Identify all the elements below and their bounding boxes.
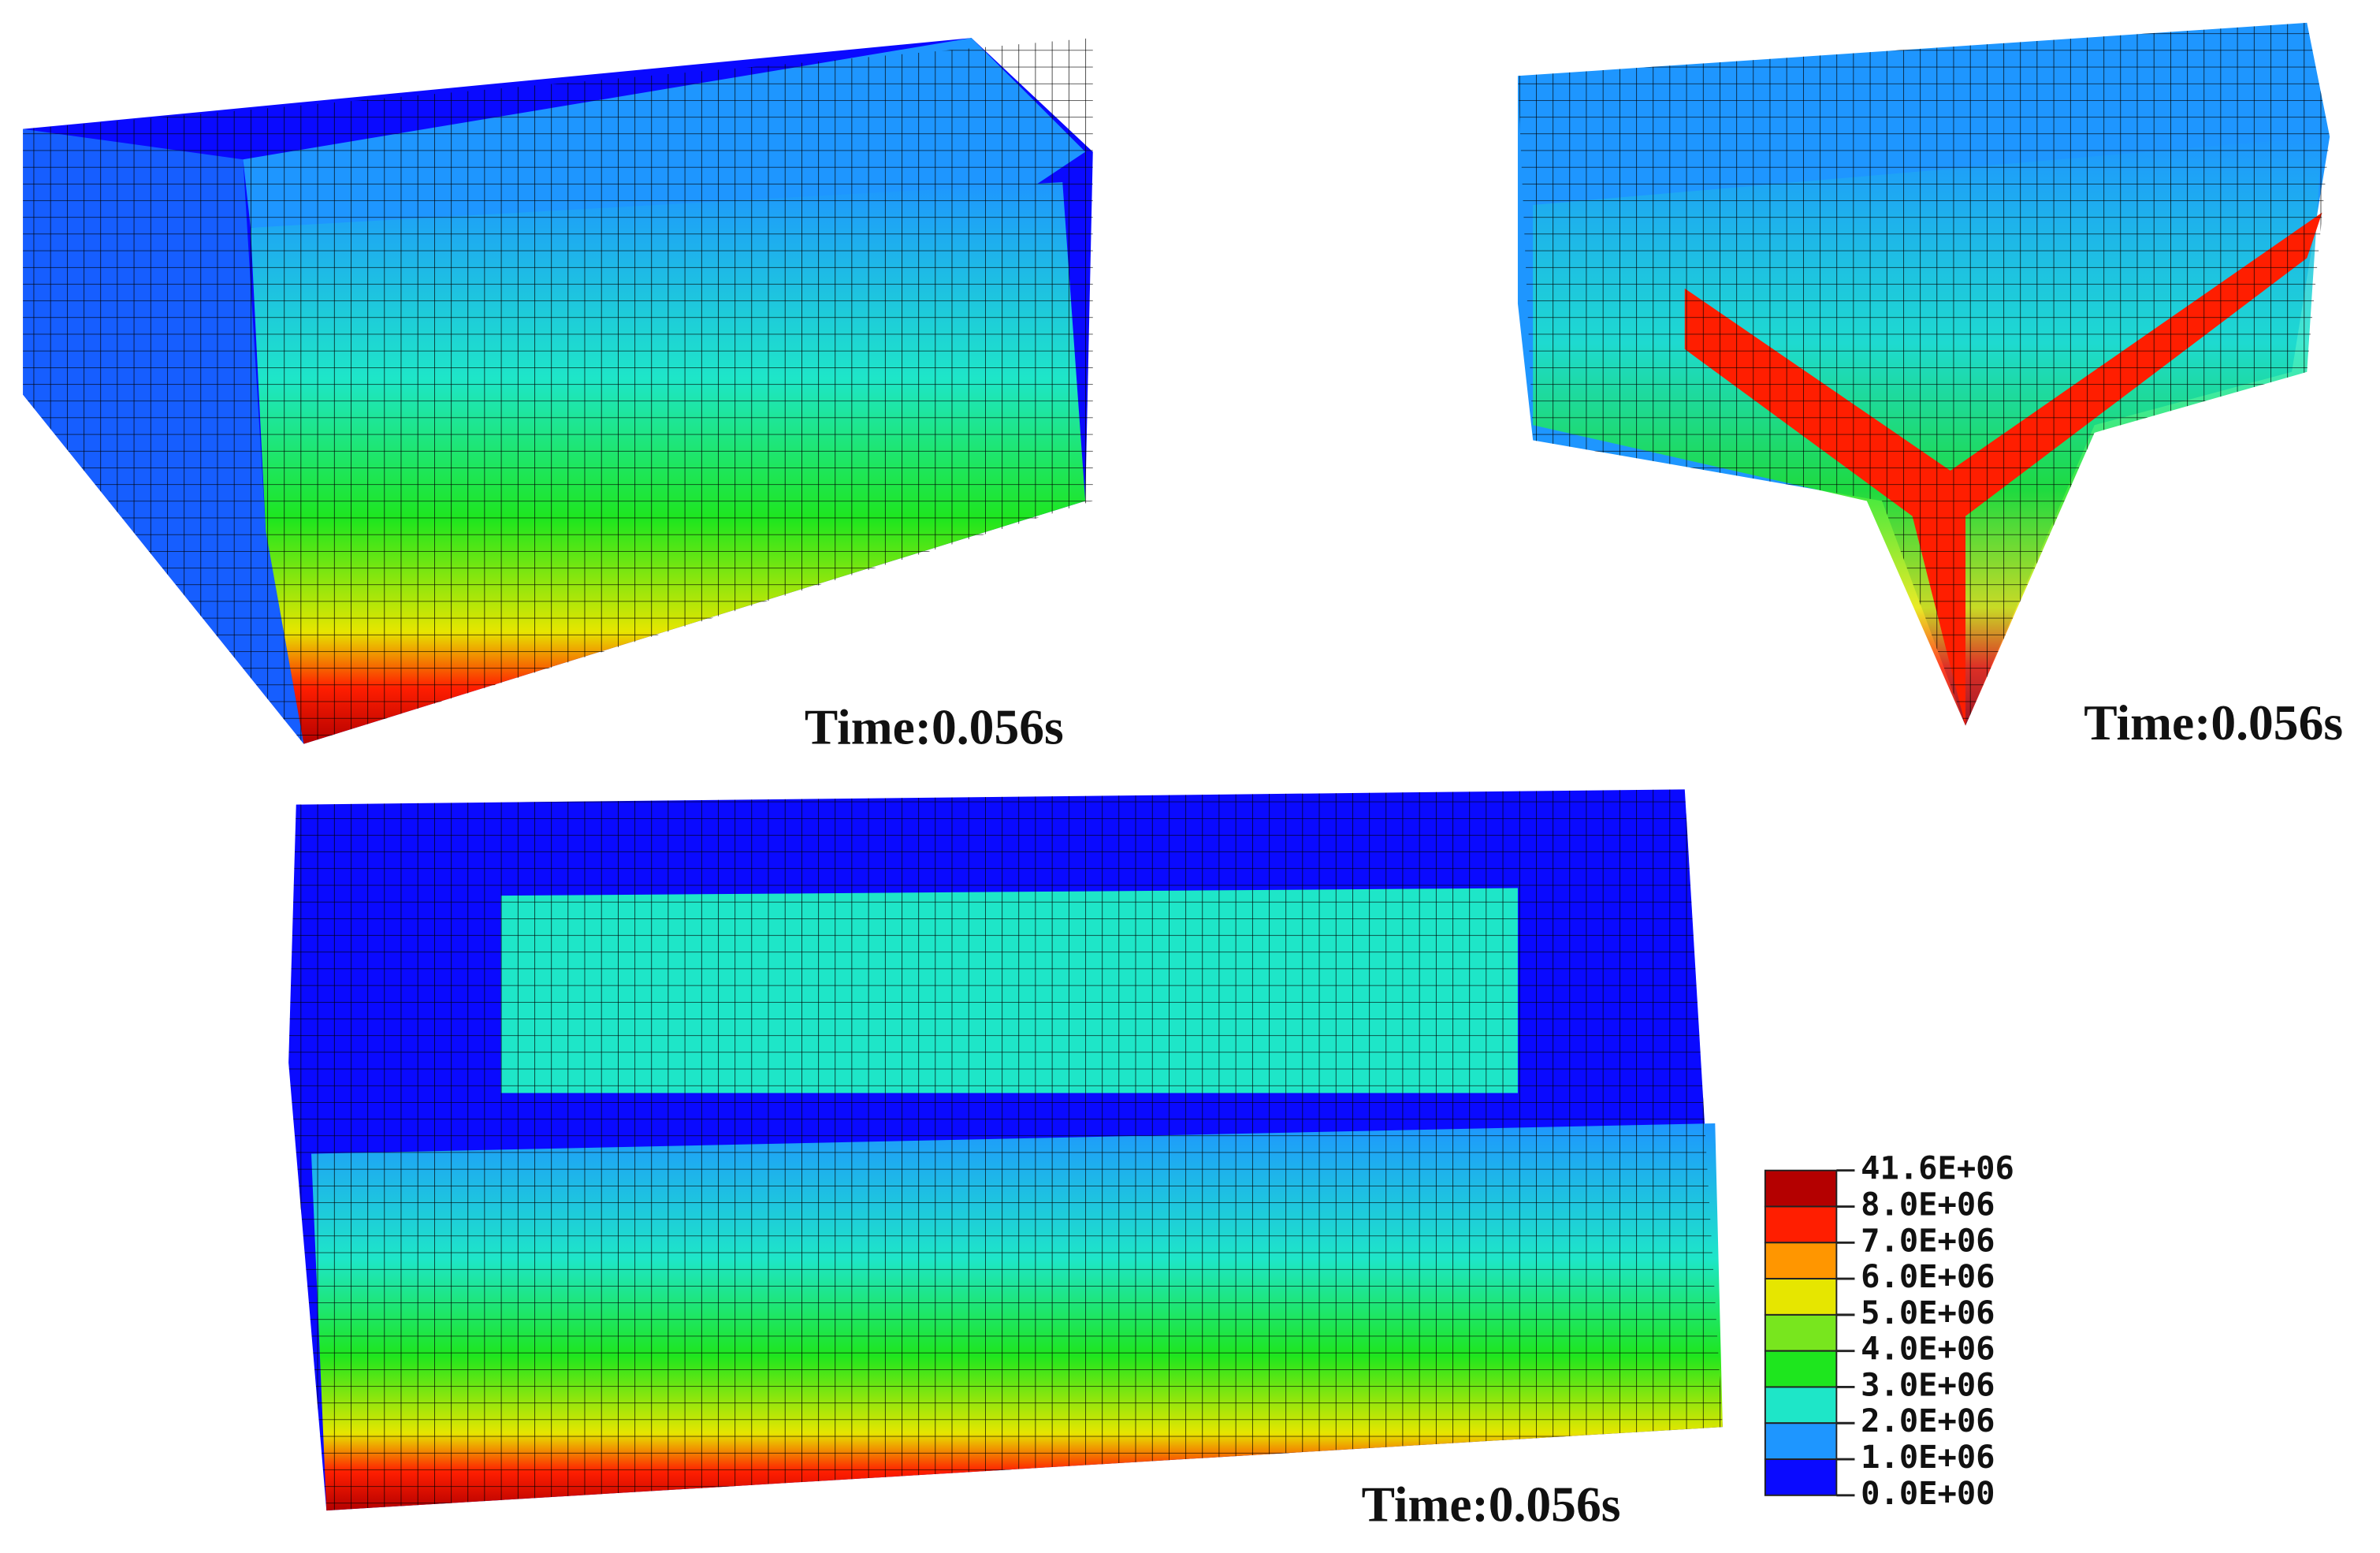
panel-caption: Time:0.056s	[805, 699, 1064, 755]
legend-swatch	[1764, 1205, 1838, 1244]
legend-swatch	[1764, 1169, 1838, 1208]
legend-swatch	[1764, 1386, 1838, 1425]
legend-label: 1.0E+06	[1861, 1438, 1995, 1476]
legend-swatch	[1764, 1350, 1838, 1388]
legend: 41.6E+068.0E+067.0E+066.0E+065.0E+064.0E…	[1764, 1149, 2014, 1512]
legend-swatch	[1764, 1242, 1838, 1280]
panel-caption: Time:0.056s	[2084, 695, 2343, 750]
legend-label: 41.6E+06	[1861, 1149, 2014, 1187]
panel-1	[23, 38, 1093, 744]
legend-label: 3.0E+06	[1861, 1365, 1995, 1403]
panel-caption: Time:0.056s	[1362, 1477, 1621, 1533]
legend-label: 4.0E+06	[1861, 1330, 1995, 1368]
legend-label: 5.0E+06	[1861, 1294, 1995, 1331]
legend-swatch	[1764, 1458, 1838, 1496]
legend-label: 2.0E+06	[1861, 1402, 1995, 1439]
legend-swatch	[1764, 1278, 1838, 1316]
legend-label: 8.0E+06	[1861, 1186, 1995, 1223]
legend-swatch	[1764, 1313, 1838, 1352]
legend-label: 7.0E+06	[1861, 1221, 1995, 1259]
legend-label: 0.0E+00	[1861, 1474, 1995, 1512]
legend-label: 6.0E+06	[1861, 1257, 1995, 1295]
panel-2	[1517, 22, 2330, 726]
legend-swatch	[1764, 1422, 1838, 1460]
panel-3	[288, 789, 1723, 1511]
